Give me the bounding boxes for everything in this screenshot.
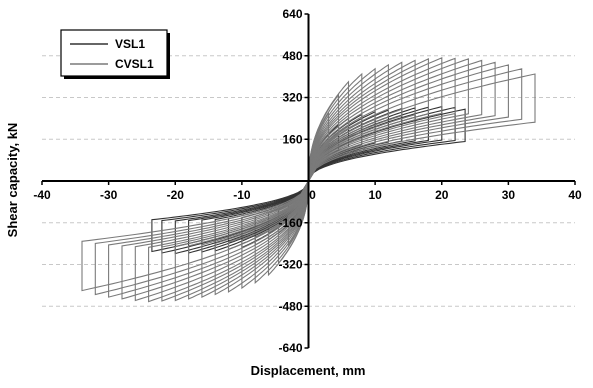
- loop-cvsl1-9: [201, 59, 416, 298]
- loop-cvsl1-13: [148, 58, 469, 303]
- loop-vsl1-9: [201, 107, 416, 253]
- legend-shadow-right: [167, 33, 170, 79]
- x-tick-label: -30: [100, 188, 118, 202]
- y-tick-label: 640: [282, 7, 302, 21]
- x-tick-label: -40: [33, 188, 51, 202]
- legend-label-cvsl1: CVSL1: [115, 57, 154, 71]
- x-tick-label: 40: [568, 188, 582, 202]
- loop-cvsl1-11: [174, 56, 443, 302]
- loop-cvsl1-12: [161, 57, 456, 302]
- x-tick-label: 20: [435, 188, 449, 202]
- x-tick-label: 0: [309, 188, 316, 202]
- loop-cvsl1-10: [188, 58, 429, 300]
- y-tick-label: 320: [282, 91, 302, 105]
- legend-box: [60, 29, 168, 77]
- y-tick-label: -640: [278, 341, 302, 355]
- loop-cvsl1-7: [227, 63, 389, 293]
- x-tick-label: -10: [233, 188, 251, 202]
- legend-label-vsl1: VSL1: [115, 37, 145, 51]
- loop-cvsl1-14: [134, 59, 483, 302]
- x-axis-title: Displacement, mm: [251, 363, 366, 378]
- y-tick-label: -480: [278, 299, 302, 313]
- series-layer: [81, 56, 536, 303]
- loop-cvsl1-15: [121, 61, 496, 300]
- y-axis-title: Shear capacity, kN: [5, 123, 20, 238]
- x-tick-label: -20: [167, 188, 185, 202]
- loop-vsl1-10: [188, 106, 429, 254]
- legend: VSL1 CVSL1: [60, 29, 170, 79]
- loop-cvsl1-16: [108, 64, 509, 298]
- x-tick-label: 10: [368, 188, 382, 202]
- y-tick-label: 480: [282, 49, 302, 63]
- y-tick-label: -320: [278, 258, 302, 272]
- tick-layer: -40 -30 -20 -10 0 10 20 30 40 -640 -480 -320 -160 160…: [33, 7, 582, 355]
- loop-cvsl1-18: [81, 73, 536, 292]
- y-tick-label: -160: [278, 216, 302, 230]
- loop-cvsl1-8: [214, 61, 403, 296]
- x-tick-label: 30: [502, 188, 516, 202]
- y-tick-label: 160: [282, 132, 302, 146]
- legend-shadow-bottom: [64, 76, 170, 79]
- series-cvsl1: [81, 56, 536, 303]
- loop-cvsl1-17: [94, 68, 523, 296]
- loop-vsl1-12: [161, 106, 456, 254]
